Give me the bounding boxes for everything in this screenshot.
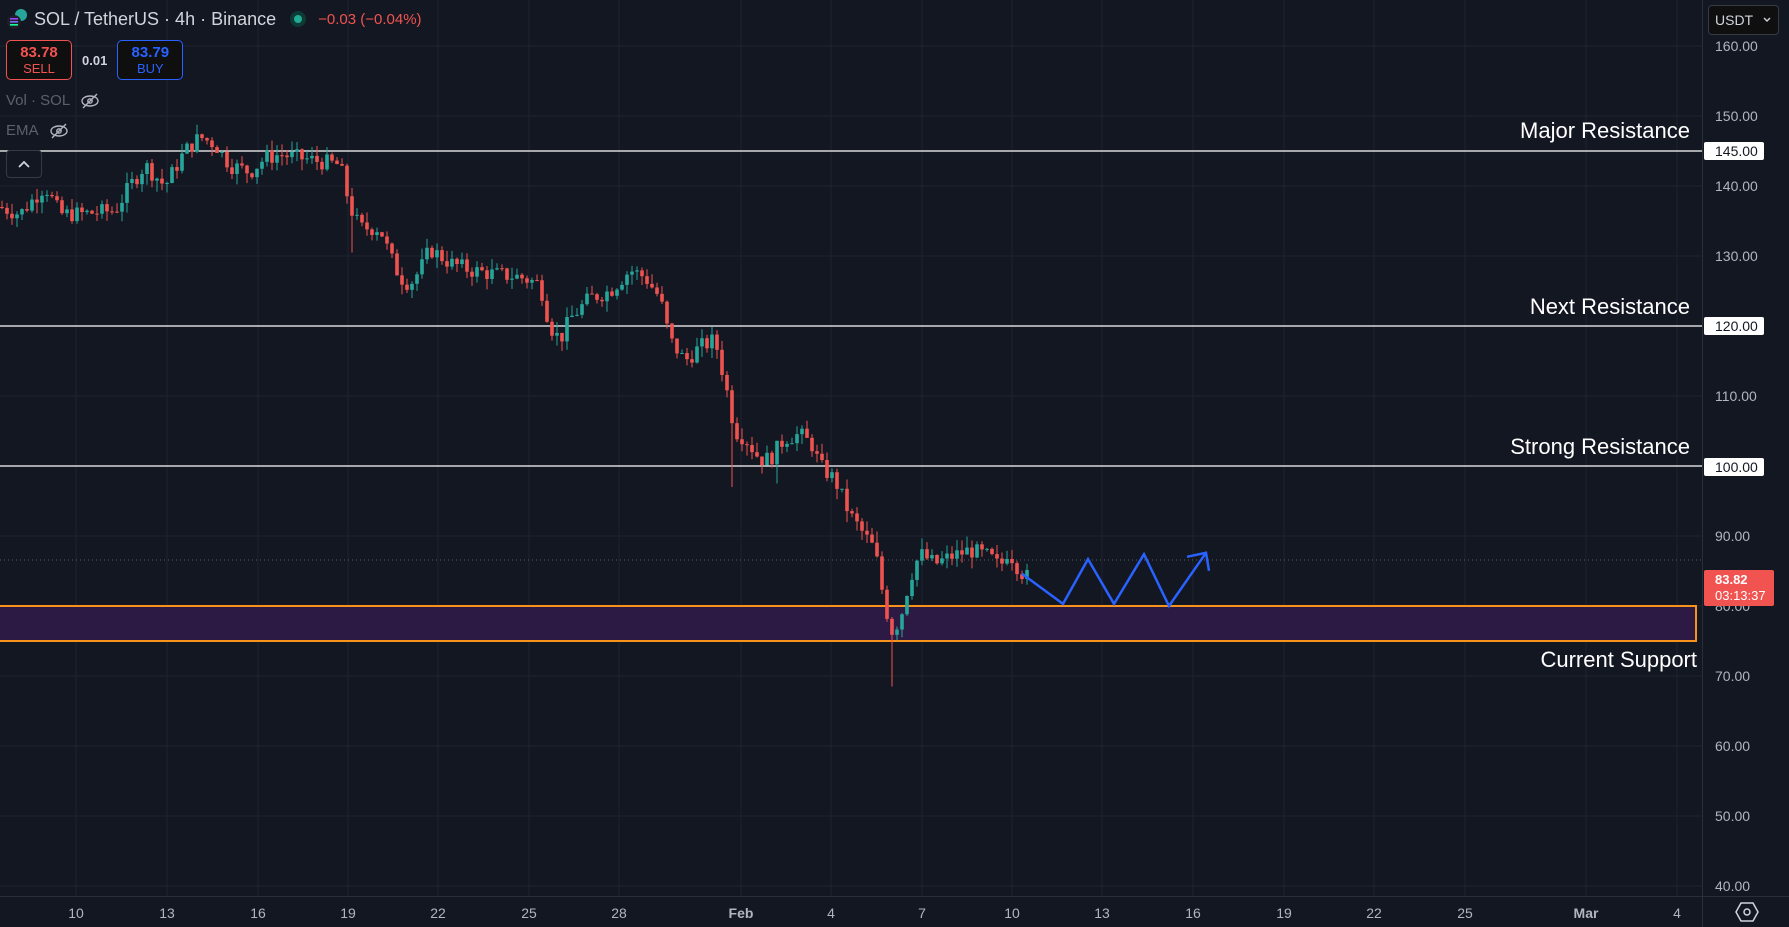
- price-tick: 40.00: [1715, 878, 1751, 894]
- price-tick: 140.00: [1715, 178, 1758, 194]
- time-tick: 4: [1673, 905, 1681, 921]
- chart-settings-button[interactable]: [1702, 896, 1789, 927]
- price-tick: 130.00: [1715, 248, 1758, 264]
- time-tick: 13: [159, 905, 175, 921]
- time-tick: 16: [1185, 905, 1201, 921]
- time-tick: 19: [340, 905, 356, 921]
- projection-arrowhead: [1186, 551, 1211, 572]
- level-tag-100: 100.00: [1704, 458, 1764, 476]
- time-tick: 16: [250, 905, 266, 921]
- time-tick: 13: [1094, 905, 1110, 921]
- price-axis[interactable]: 160.00 150.00 140.00 130.00 120.00 110.00 100.…: [1702, 0, 1789, 896]
- time-tick: 22: [430, 905, 446, 921]
- price-tick: 70.00: [1715, 668, 1751, 684]
- currency-value: USDT: [1715, 12, 1754, 28]
- sell-label: SELL: [23, 60, 55, 76]
- market-open-status-icon[interactable]: [290, 11, 307, 27]
- level-tag-120: 120.00: [1704, 317, 1764, 335]
- time-tick: 4: [827, 905, 835, 921]
- next-resistance-label: Next Resistance: [1529, 294, 1690, 319]
- chevron-down-icon: [1763, 17, 1771, 22]
- indicator-volume-label: Vol · SOL: [6, 92, 71, 109]
- last-price-tag: 83.82 03:13:37: [1704, 570, 1774, 606]
- settings-hexagon-icon: [1734, 902, 1759, 922]
- trade-buttons: 83.78 SELL 0.01 83.79 BUY: [6, 40, 184, 80]
- symbol-title[interactable]: SOL / TetherUS · 4h · Binance: [34, 8, 277, 29]
- price-change: −0.03 (−0.04%): [318, 10, 422, 28]
- projection-path: [1021, 551, 1208, 609]
- indicator-volume[interactable]: Vol · SOL: [6, 92, 100, 109]
- level-tag-145: 145.00: [1704, 142, 1764, 160]
- time-tick: 25: [521, 905, 537, 921]
- last-price-value: 83.82: [1715, 572, 1748, 587]
- time-tick: 10: [1004, 905, 1020, 921]
- time-tick: 10: [68, 905, 84, 921]
- time-tick: 22: [1366, 905, 1382, 921]
- time-tick: 7: [918, 905, 926, 921]
- chart-pane[interactable]: [0, 0, 1702, 896]
- price-tick: 160.00: [1715, 38, 1758, 54]
- time-tick: Feb: [728, 905, 754, 921]
- indicator-ema-label: EMA: [6, 122, 39, 139]
- buy-label: BUY: [136, 60, 164, 76]
- spread-value: 0.01: [82, 52, 108, 68]
- buy-price: 83.79: [131, 43, 170, 61]
- bar-countdown: 03:13:37: [1715, 588, 1766, 603]
- solana-logo-icon: [6, 8, 28, 30]
- price-tick: 110.00: [1715, 388, 1757, 404]
- time-tick: Mar: [1573, 905, 1599, 921]
- sell-button[interactable]: 83.78 SELL: [6, 40, 72, 80]
- support-zone: [0, 605, 1697, 642]
- chevron-up-icon: [18, 160, 30, 168]
- time-axis[interactable]: 10 13 16 19 22 25 28 Feb 4 7 10 13 16 19 22 25 Mar 4: [0, 896, 1702, 927]
- price-tick: 150.00: [1715, 108, 1758, 124]
- eye-hidden-icon[interactable]: [49, 123, 69, 139]
- buy-button[interactable]: 83.79 BUY: [117, 40, 184, 80]
- indicator-ema[interactable]: EMA: [6, 122, 69, 139]
- price-tick: 90.00: [1715, 528, 1751, 544]
- time-tick: 25: [1457, 905, 1473, 921]
- price-tick: 50.00: [1715, 808, 1751, 824]
- currency-selector[interactable]: USDT: [1708, 5, 1779, 35]
- price-tick: 60.00: [1715, 738, 1751, 754]
- current-support-label: Current Support: [1540, 647, 1697, 672]
- candlestick-chart[interactable]: [0, 0, 1702, 896]
- collapse-legend-button[interactable]: [6, 150, 42, 178]
- time-tick: 19: [1276, 905, 1292, 921]
- major-resistance-label: Major Resistance: [1520, 118, 1690, 143]
- time-tick: 28: [611, 905, 627, 921]
- eye-hidden-icon[interactable]: [80, 93, 100, 109]
- sell-price: 83.78: [20, 43, 58, 61]
- strong-resistance-label: Strong Resistance: [1510, 434, 1690, 459]
- symbol-legend: SOL / TetherUS · 4h · Binance −0.03 (−0.…: [6, 8, 422, 30]
